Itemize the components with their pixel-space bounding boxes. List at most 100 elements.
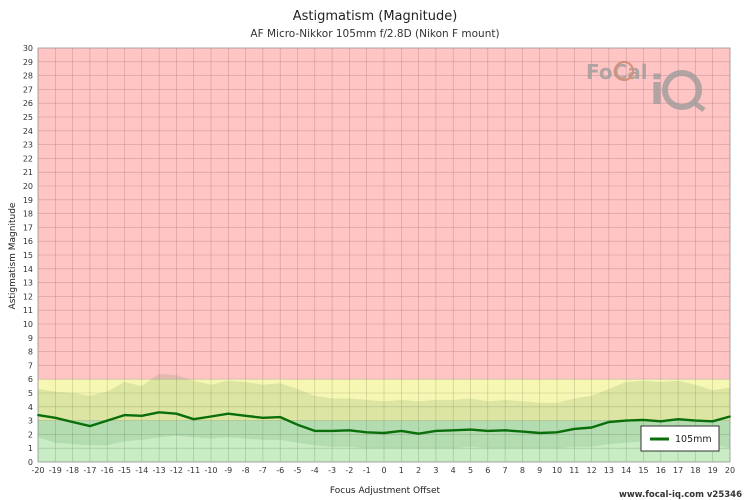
- data-point: [140, 414, 143, 417]
- data-point: [590, 426, 593, 429]
- x-tick-label: 5: [468, 466, 473, 475]
- data-point: [365, 431, 368, 434]
- y-tick-label: 8: [28, 348, 33, 357]
- x-tick-label: 20: [725, 466, 735, 475]
- y-tick-label: 19: [23, 196, 33, 205]
- data-point: [313, 430, 316, 432]
- x-tick-label: 18: [690, 466, 700, 475]
- data-point: [417, 432, 420, 435]
- data-point: [711, 420, 714, 423]
- y-tick-label: 16: [23, 237, 33, 246]
- data-point: [504, 429, 506, 432]
- x-axis-label: Focus Adjustment Offset: [330, 486, 441, 496]
- y-tick-label: 24: [23, 127, 33, 136]
- legend-label-105mm: 105mm: [675, 434, 712, 445]
- y-tick-label: 9: [28, 334, 33, 343]
- plot-border: [37, 47, 731, 463]
- y-tick-label: 13: [23, 279, 33, 288]
- x-tick-label: 14: [621, 466, 631, 475]
- y-tick-label: 21: [23, 168, 33, 177]
- chart-title: Astigmatism (Magnitude): [293, 9, 458, 24]
- data-point: [435, 430, 437, 432]
- data-point: [538, 432, 541, 434]
- x-tick-label: 1: [399, 466, 404, 475]
- x-tick-label: -14: [135, 466, 148, 475]
- focal-iq-logo: FoCal i: [586, 60, 706, 114]
- x-tick-label: 10: [552, 466, 562, 475]
- data-point: [625, 419, 628, 422]
- y-tick-label: 26: [23, 99, 33, 108]
- logo-iq-letter: i: [650, 68, 664, 114]
- y-tick-label: 30: [23, 44, 33, 53]
- zone-0: [38, 420, 730, 462]
- series-layer: [37, 411, 731, 435]
- data-point: [54, 416, 57, 419]
- data-point: [89, 425, 91, 428]
- x-tick-label: 4: [451, 466, 456, 475]
- y-tick-label: 7: [28, 361, 33, 370]
- data-point: [71, 421, 74, 423]
- x-tick-label: -10: [204, 466, 217, 475]
- x-tick-label: -18: [66, 466, 79, 475]
- y-tick-label: 4: [28, 403, 33, 412]
- x-tick-label: 8: [520, 466, 525, 475]
- logo-wordmark: FoCal: [586, 60, 648, 84]
- x-tick-label: -1: [363, 466, 371, 475]
- data-point: [296, 423, 299, 426]
- data-point: [677, 418, 679, 421]
- data-point: [331, 430, 333, 432]
- x-tick-label: 15: [638, 466, 648, 475]
- data-point: [608, 421, 610, 423]
- x-tick-label: -3: [328, 466, 336, 475]
- x-tick-label: 3: [433, 466, 438, 475]
- x-tick-label: -9: [224, 466, 232, 475]
- x-tick-label: -19: [49, 466, 62, 475]
- y-tick-label: 25: [23, 113, 33, 122]
- legend: 105mm: [640, 425, 720, 452]
- x-tick-label: 11: [569, 466, 579, 475]
- data-point: [556, 431, 558, 434]
- y-tick-label: 6: [28, 375, 33, 384]
- y-tick-label: 2: [28, 430, 33, 439]
- data-point: [659, 420, 662, 423]
- quality-zones: [38, 48, 730, 462]
- data-point: [486, 430, 489, 432]
- data-point: [729, 415, 731, 418]
- y-tick-label: 23: [23, 141, 33, 150]
- x-axis-ticks: -20 -19 -18 -17 -16 -15 -14 -13 -12 -11 -10 -9 -8 -7-…: [31, 466, 735, 475]
- x-tick-label: 2: [416, 466, 421, 475]
- x-tick-label: -7: [259, 466, 267, 475]
- x-tick-label: -8: [242, 466, 250, 475]
- x-tick-label: 6: [485, 466, 490, 475]
- data-point: [192, 418, 195, 421]
- data-point: [348, 429, 351, 432]
- data-point: [106, 419, 109, 422]
- x-tick-label: 12: [587, 466, 597, 475]
- x-tick-label: -15: [118, 466, 131, 475]
- x-tick-label: 9: [537, 466, 542, 475]
- y-tick-label: 20: [23, 182, 33, 191]
- x-tick-label: 0: [381, 466, 386, 475]
- data-point: [123, 414, 126, 416]
- x-tick-label: -16: [101, 466, 114, 475]
- x-tick-label: -11: [187, 466, 200, 475]
- y-tick-label: 15: [23, 251, 33, 260]
- y-tick-label: 12: [23, 292, 33, 301]
- x-tick-label: 16: [656, 466, 666, 475]
- data-point: [400, 430, 403, 432]
- data-point: [383, 432, 385, 434]
- x-tick-label: -4: [311, 466, 319, 475]
- variance-band: [38, 373, 730, 449]
- y-tick-label: 18: [23, 210, 33, 219]
- chart-subtitle: AF Micro-Nikkor 105mm f/2.8D (Nikon F mo…: [250, 28, 499, 40]
- y-tick-label: 5: [28, 389, 33, 398]
- variance-band-area: [38, 373, 730, 449]
- data-point: [642, 419, 645, 421]
- data-point: [210, 415, 212, 418]
- y-tick-label: 0: [28, 458, 33, 467]
- data-point: [37, 414, 39, 416]
- zone-2: [38, 48, 730, 380]
- y-tick-label: 27: [23, 85, 33, 94]
- data-point: [521, 430, 524, 433]
